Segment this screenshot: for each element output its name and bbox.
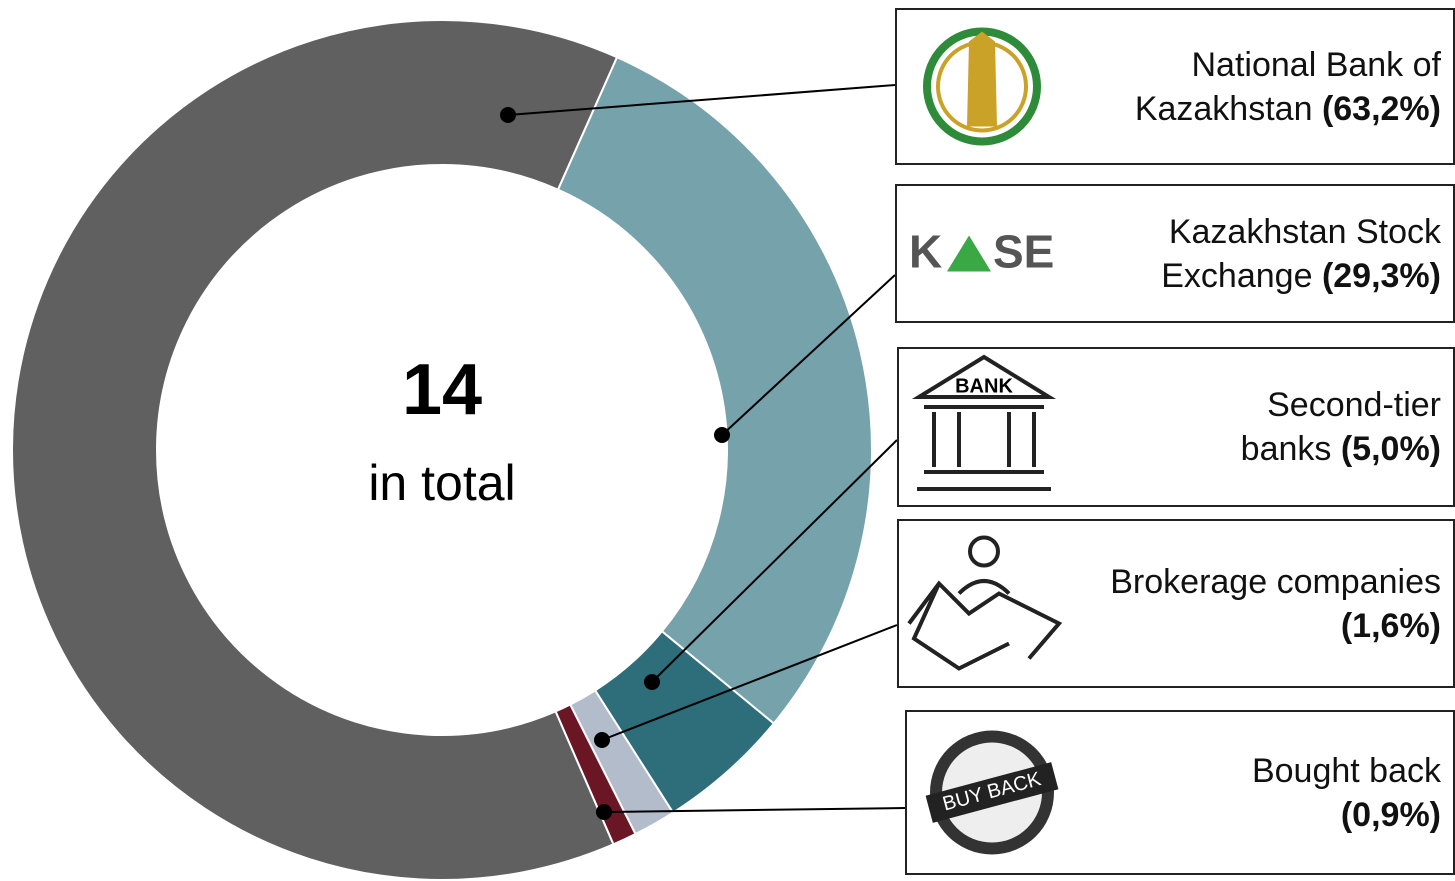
legend-name: Kazakhstan Stock Exchange: [1161, 212, 1441, 295]
emblem-figure: [967, 31, 997, 127]
leader-dot: [644, 674, 660, 690]
center-text: in total: [368, 455, 515, 511]
logo: [923, 27, 1041, 146]
leader-dot: [596, 804, 612, 820]
legend-label: Brokerage companies (1,6%): [1101, 559, 1441, 647]
legend-label: Bought back (0,9%): [1181, 748, 1441, 836]
legend-name: Brokerage companies: [1110, 562, 1441, 601]
legend-box: Second-tier banks (5,0%) BANK: [897, 347, 1455, 507]
legend-name: Second-tier banks: [1240, 385, 1441, 468]
logo-text: K: [909, 226, 942, 278]
legend-box: Brokerage companies (1,6%): [897, 519, 1455, 688]
donut-segment: [11, 19, 619, 881]
logo: [907, 535, 1063, 671]
leader-dot: [714, 427, 730, 443]
logo: BUY BACK: [925, 730, 1059, 855]
donut-segment: [554, 703, 637, 846]
center-value: 14: [402, 350, 482, 430]
leader-line: [721, 274, 896, 436]
logo: BANK: [911, 354, 1057, 491]
leader-dot: [594, 732, 610, 748]
legend-label: Kazakhstan Stock Exchange (29,3%): [1081, 209, 1441, 297]
leader-line: [601, 624, 898, 741]
legend-box: Bought back (0,9%) BUY BACK: [905, 710, 1455, 875]
logo-text: BANK: [955, 375, 1013, 397]
logo: K SE: [909, 226, 1054, 278]
legend-box: Kazakhstan Stock Exchange (29,3%) K SE: [895, 184, 1455, 323]
legend-label: National Bank of Kazakhstan (63,2%): [1061, 42, 1441, 130]
legend-box: National Bank of Kazakhstan (63,2%): [895, 8, 1455, 165]
seal-band: [925, 762, 1059, 823]
logo-text: SE: [993, 226, 1054, 278]
leader-line: [651, 439, 898, 683]
bank-icon: [911, 354, 1057, 491]
legend-name: Bought back: [1251, 751, 1441, 790]
legend-label: Second-tier banks (5,0%): [1181, 383, 1441, 471]
value-label: (29,3%): [1321, 256, 1441, 295]
value-label: (63,2%): [1321, 89, 1441, 128]
person-head: [968, 535, 1000, 568]
donut-segment: [556, 55, 873, 725]
value-label: (0,9%): [1340, 795, 1441, 834]
value-label: (1,6%): [1340, 606, 1441, 645]
leader-line: [603, 807, 906, 813]
leader-dot: [500, 107, 516, 123]
leader-line: [507, 84, 896, 116]
logo-triangle: [947, 235, 991, 272]
legend-name: National Bank of Kazakhstan: [1134, 45, 1441, 128]
value-label: (5,0%): [1340, 430, 1441, 468]
handshake: [907, 579, 1063, 671]
